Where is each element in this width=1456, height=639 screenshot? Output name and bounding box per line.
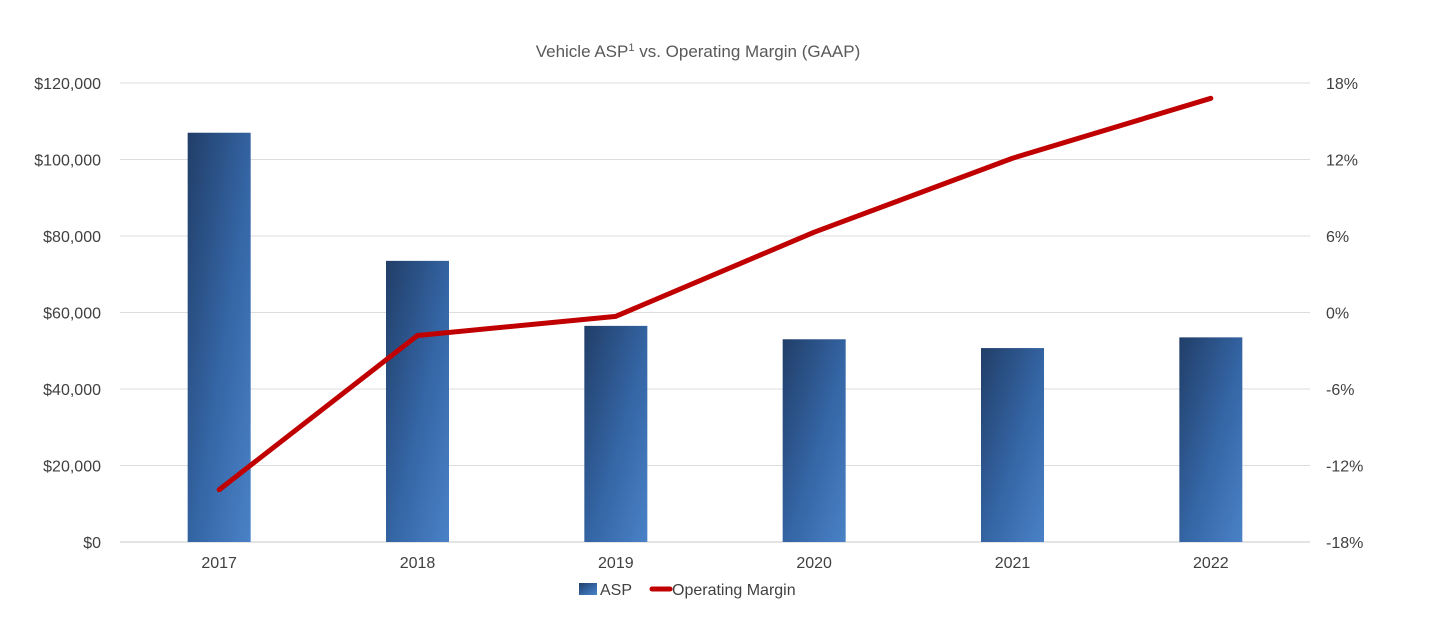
- left-tick-label: $120,000: [34, 76, 101, 93]
- legend-label-asp: ASP: [600, 582, 632, 599]
- right-axis: -18% -12% -6% 0% 6% 12% 18%: [1326, 76, 1363, 552]
- gridlines: [120, 83, 1310, 542]
- bar-asp-2020: [783, 339, 846, 542]
- bar-asp-2018: [386, 261, 449, 542]
- bar-asp-2017: [188, 133, 251, 542]
- x-tick-label: 2017: [201, 555, 237, 572]
- x-tick-label: 2022: [1193, 555, 1229, 572]
- left-tick-label: $0: [83, 535, 101, 552]
- bar-series-asp: [188, 133, 1243, 542]
- bar-asp-2022: [1179, 337, 1242, 542]
- right-tick-label: -18%: [1326, 535, 1363, 552]
- x-tick-label: 2020: [796, 555, 832, 572]
- x-tick-label: 2021: [995, 555, 1031, 572]
- left-tick-label: $100,000: [34, 153, 101, 170]
- legend: ASP Operating Margin: [579, 582, 796, 599]
- line-operating-margin: [219, 98, 1211, 489]
- x-axis: 2017 2018 2019 2020 2021 2022: [201, 555, 1228, 572]
- line-series-operating-margin: [219, 98, 1211, 490]
- bar-asp-2021: [981, 348, 1044, 542]
- right-tick-label: 0%: [1326, 306, 1349, 323]
- left-tick-label: $60,000: [43, 306, 101, 323]
- right-tick-label: -6%: [1326, 382, 1354, 399]
- legend-label-operating-margin: Operating Margin: [672, 582, 796, 599]
- right-tick-label: 18%: [1326, 76, 1358, 93]
- right-tick-label: 6%: [1326, 229, 1349, 246]
- left-tick-label: $80,000: [43, 229, 101, 246]
- legend-swatch-asp: [579, 583, 597, 595]
- chart-title: Vehicle ASP1 vs. Operating Margin (GAAP): [536, 42, 861, 61]
- left-tick-label: $40,000: [43, 382, 101, 399]
- right-tick-label: -12%: [1326, 459, 1363, 476]
- x-tick-label: 2019: [598, 555, 634, 572]
- x-tick-label: 2018: [400, 555, 436, 572]
- left-tick-label: $20,000: [43, 459, 101, 476]
- right-tick-label: 12%: [1326, 153, 1358, 170]
- left-axis: $0 $20,000 $40,000 $60,000 $80,000 $100,000 $1…: [34, 76, 101, 552]
- bar-asp-2019: [584, 326, 647, 542]
